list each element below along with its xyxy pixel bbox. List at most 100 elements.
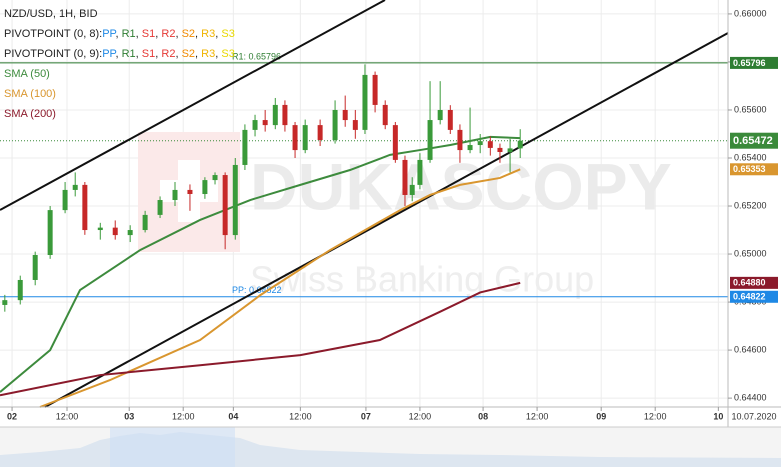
y-tick-label: 0.65400 bbox=[734, 152, 767, 162]
price-label-box bbox=[730, 290, 778, 303]
axes: 0.644000.646000.648000.650000.652000.654… bbox=[7, 8, 778, 421]
candle-body bbox=[447, 109, 453, 130]
candle-body bbox=[372, 74, 378, 105]
y-tick-label: 0.64600 bbox=[734, 344, 767, 354]
candle-body bbox=[332, 109, 338, 140]
candle-body bbox=[342, 109, 348, 121]
price-label-box bbox=[730, 163, 778, 176]
candle-body bbox=[392, 125, 398, 160]
candle-body bbox=[82, 184, 88, 231]
y-tick-label: 0.64400 bbox=[734, 392, 767, 402]
sma-line bbox=[0, 135, 521, 393]
legend-entry: SMA (100) bbox=[4, 88, 56, 100]
y-tick-label: 0.66000 bbox=[734, 8, 767, 18]
price-label: 0.65472 bbox=[733, 135, 773, 147]
candle-body bbox=[142, 214, 148, 231]
pivot-legend-gap: , bbox=[195, 48, 201, 60]
candle-body bbox=[382, 104, 388, 126]
candle-body bbox=[202, 180, 208, 195]
candle-body bbox=[352, 120, 358, 130]
pivot-legend-item: S1 bbox=[142, 48, 155, 60]
candle-body bbox=[292, 125, 298, 151]
pivot-legend-item: PP bbox=[102, 48, 116, 60]
pivot-legend-item: S1 bbox=[142, 28, 155, 40]
pivot-legend-gap: , bbox=[155, 48, 161, 60]
candle-body bbox=[187, 189, 193, 195]
pivot-legend-gap: , bbox=[115, 48, 121, 60]
y-tick-label: 0.65000 bbox=[734, 248, 767, 258]
candle-body bbox=[232, 164, 238, 236]
candle-body bbox=[497, 147, 503, 152]
pivot-legend: PIVOTPOINT (0, 8):PP, R1, S1, R2, S2, R3… bbox=[4, 28, 235, 40]
navigator-window[interactable] bbox=[110, 427, 235, 467]
pivot-legend-item: R3 bbox=[201, 28, 215, 40]
price-label: 0.64822 bbox=[733, 292, 766, 302]
pivot-legend-gap: , bbox=[136, 28, 142, 40]
pivot-legend-item: S2 bbox=[182, 28, 195, 40]
pivot-legend-item: R3 bbox=[201, 48, 215, 60]
level-label: R1: 0.65796 bbox=[232, 51, 281, 61]
price-label: 0.65353 bbox=[733, 164, 766, 174]
candle-body bbox=[457, 129, 463, 151]
y-tick-label: 0.65600 bbox=[734, 104, 767, 114]
candle-body bbox=[507, 148, 513, 152]
candle-body bbox=[467, 145, 473, 151]
x-tick-label: 03 bbox=[124, 411, 134, 421]
candle-body bbox=[17, 279, 23, 301]
legend: NZD/USD, 1H, BID PIVOTPOINT (0, 8):PP, R1… bbox=[4, 8, 235, 120]
x-tick-label: 12:00 bbox=[526, 411, 549, 421]
candle-body bbox=[437, 109, 443, 121]
pivot-legend-gap: , bbox=[155, 28, 161, 40]
pivot-legend: PIVOTPOINT (0, 9):PP, R1, S1, R2, S2, R3… bbox=[4, 48, 235, 60]
x-tick-label: 12:00 bbox=[56, 411, 79, 421]
candle-body bbox=[62, 189, 68, 211]
candle-body bbox=[212, 175, 218, 181]
watermark-tagline: Swiss Banking Group bbox=[250, 259, 594, 300]
pivot-legend-item: S3 bbox=[221, 28, 234, 40]
candle-body bbox=[302, 125, 308, 151]
x-tick-label: 08 bbox=[478, 411, 488, 421]
candle-body bbox=[477, 141, 483, 146]
pivot-legend-item: R1 bbox=[122, 28, 136, 40]
candle-body bbox=[409, 184, 415, 195]
trendlines bbox=[0, 0, 729, 408]
candle-body bbox=[32, 255, 38, 280]
legend-entry: SMA (50) bbox=[4, 68, 50, 80]
sma-line bbox=[0, 281, 521, 397]
candles bbox=[2, 64, 523, 312]
x-tick-label: 12:00 bbox=[172, 411, 195, 421]
candle-body bbox=[242, 129, 248, 165]
candle-body bbox=[417, 159, 423, 185]
candle-body bbox=[317, 125, 323, 140]
date-label: 10.07.2020 bbox=[731, 411, 776, 421]
legend-entry: SMA (200) bbox=[4, 108, 56, 120]
navigator bbox=[0, 426, 781, 467]
x-tick-label: 12:00 bbox=[409, 411, 432, 421]
x-tick-label: 10 bbox=[713, 411, 723, 421]
candle-body bbox=[157, 200, 163, 215]
candle-body bbox=[222, 175, 228, 236]
candle-body bbox=[362, 74, 368, 130]
price-label-box bbox=[730, 276, 778, 289]
pivot-legend-label: PIVOTPOINT (0, 9): bbox=[4, 48, 102, 60]
moving-averages bbox=[0, 135, 521, 408]
pivot-legend-gap: , bbox=[115, 28, 121, 40]
pivot-legend-label: PIVOTPOINT (0, 8): bbox=[4, 28, 102, 40]
candle-body bbox=[487, 141, 493, 148]
candle-body bbox=[517, 140, 523, 149]
price-label-box bbox=[730, 56, 778, 69]
candle-body bbox=[427, 120, 433, 160]
x-tick-label: 02 bbox=[7, 411, 17, 421]
candle-body bbox=[172, 189, 178, 201]
candle-body bbox=[97, 227, 103, 231]
pivot-legend-item: R1 bbox=[122, 48, 136, 60]
pivot-legend-gap: , bbox=[175, 28, 181, 40]
trend-line bbox=[0, 0, 386, 211]
x-tick-label: 09 bbox=[596, 411, 606, 421]
candle-body bbox=[272, 104, 278, 126]
watermark-brand: DUKASCOPY bbox=[250, 149, 672, 223]
candle-body bbox=[2, 300, 8, 305]
legend-title: NZD/USD, 1H, BID bbox=[4, 8, 98, 20]
